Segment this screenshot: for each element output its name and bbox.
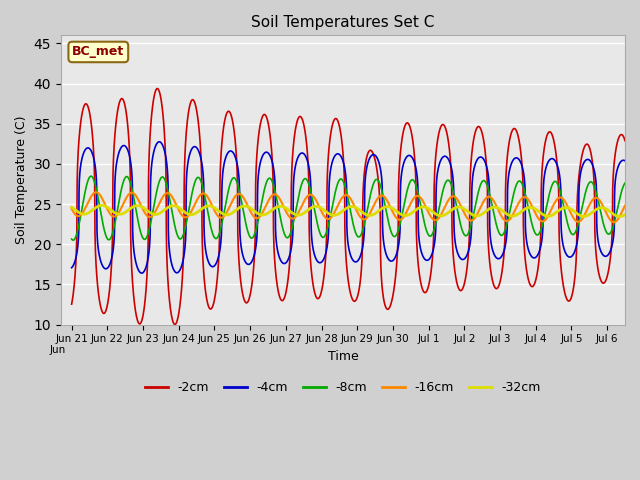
- -16cm: [610, 219, 618, 225]
- -16cm: [621, 203, 629, 208]
- -32cm: [412, 207, 420, 213]
- Line: -16cm: -16cm: [72, 192, 625, 222]
- -16cm: [403, 209, 410, 215]
- -16cm: [186, 210, 194, 216]
- -4cm: [68, 265, 76, 271]
- -32cm: [403, 213, 410, 218]
- Text: BC_met: BC_met: [72, 46, 124, 59]
- -2cm: [187, 100, 195, 106]
- Line: -32cm: -32cm: [72, 205, 625, 216]
- -32cm: [68, 204, 76, 210]
- -2cm: [171, 322, 179, 327]
- -8cm: [621, 180, 629, 186]
- Legend: -2cm, -4cm, -8cm, -16cm, -32cm: -2cm, -4cm, -8cm, -16cm, -32cm: [140, 376, 546, 399]
- -16cm: [68, 206, 76, 212]
- -32cm: [223, 212, 230, 217]
- -32cm: [569, 207, 577, 213]
- Y-axis label: Soil Temperature (C): Soil Temperature (C): [15, 116, 28, 244]
- -4cm: [187, 149, 195, 155]
- -2cm: [68, 301, 76, 307]
- -8cm: [187, 198, 195, 204]
- -4cm: [569, 252, 577, 258]
- Line: -8cm: -8cm: [72, 176, 625, 240]
- -4cm: [621, 158, 629, 164]
- -2cm: [621, 137, 628, 143]
- -32cm: [621, 212, 629, 217]
- -32cm: [186, 212, 194, 217]
- -16cm: [223, 210, 230, 216]
- Text: Jun: Jun: [50, 345, 66, 355]
- Title: Soil Temperatures Set C: Soil Temperatures Set C: [252, 15, 435, 30]
- -16cm: [92, 190, 100, 195]
- -8cm: [223, 197, 230, 203]
- -4cm: [156, 139, 163, 144]
- -16cm: [621, 203, 628, 209]
- -2cm: [569, 289, 577, 295]
- -32cm: [616, 214, 623, 219]
- -2cm: [412, 218, 420, 224]
- -8cm: [412, 183, 420, 189]
- -16cm: [412, 193, 420, 199]
- -4cm: [403, 154, 410, 160]
- -8cm: [87, 173, 95, 179]
- -8cm: [69, 237, 77, 243]
- -16cm: [569, 214, 577, 219]
- -4cm: [138, 270, 145, 276]
- -32cm: [98, 203, 106, 208]
- -32cm: [621, 212, 628, 217]
- -8cm: [403, 191, 410, 196]
- -8cm: [621, 180, 628, 186]
- -2cm: [223, 111, 230, 117]
- -4cm: [223, 153, 230, 158]
- Line: -2cm: -2cm: [72, 88, 625, 324]
- Line: -4cm: -4cm: [72, 142, 625, 273]
- -4cm: [412, 167, 420, 172]
- -2cm: [621, 138, 629, 144]
- -4cm: [621, 158, 628, 164]
- -2cm: [403, 120, 410, 126]
- -2cm: [154, 85, 161, 91]
- X-axis label: Time: Time: [328, 350, 358, 363]
- -8cm: [569, 232, 577, 238]
- -8cm: [68, 236, 76, 242]
